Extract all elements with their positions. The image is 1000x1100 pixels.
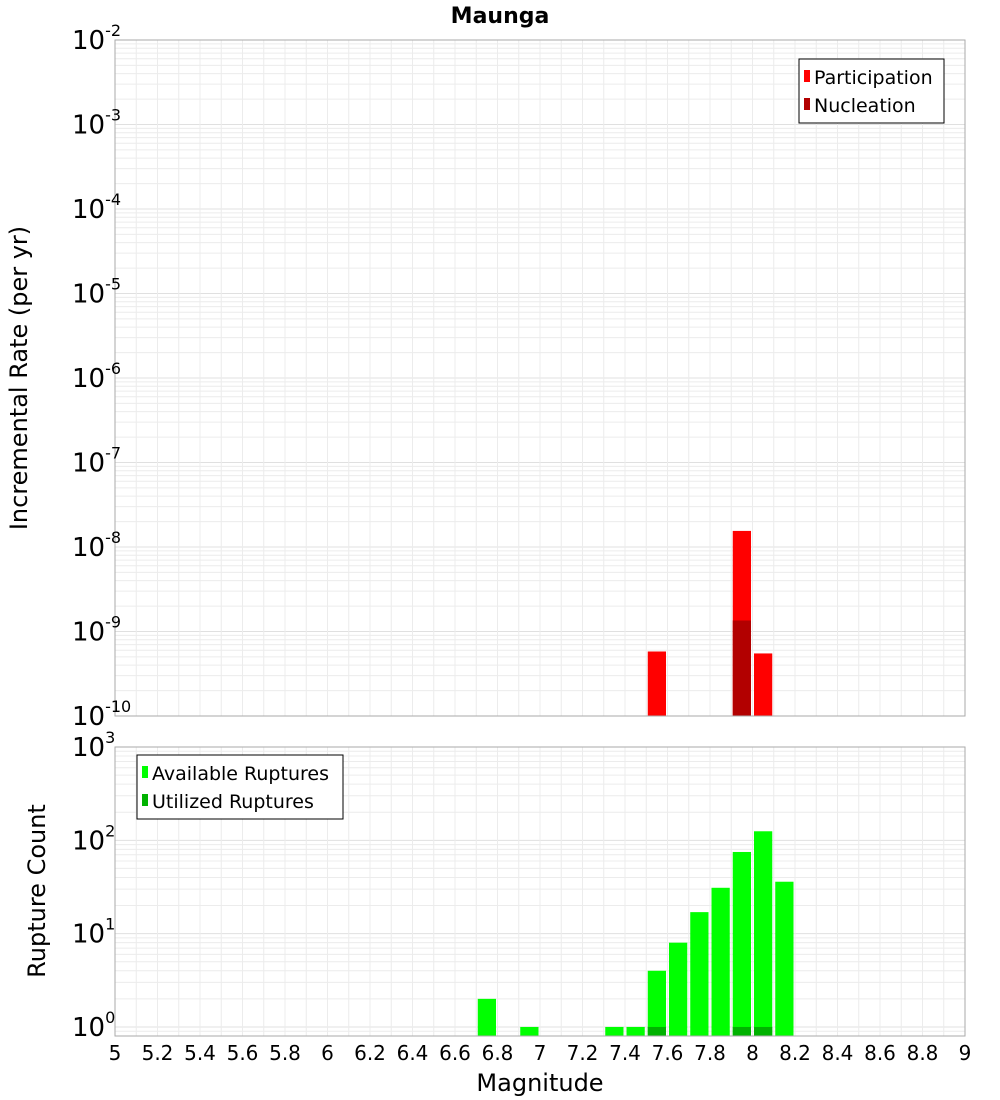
- x-tick-label: 9: [959, 1041, 972, 1065]
- top-y-tick-label: 10-10: [72, 697, 131, 732]
- bottom-available-ruptures-bar: [669, 942, 688, 1036]
- bottom-available-ruptures-bar: [754, 831, 773, 1036]
- x-tick-label: 8.6: [864, 1041, 896, 1065]
- bottom-utilized-ruptures-bar: [754, 1026, 773, 1036]
- top-legend-swatch: [804, 98, 810, 110]
- bottom-y-tick-label: 103: [72, 728, 115, 763]
- top-legend-swatch: [804, 70, 810, 82]
- x-tick-label: 7.2: [567, 1041, 599, 1065]
- bottom-y-tick-exponent: 0: [105, 1008, 115, 1027]
- top-legend: Participation Nucleation: [798, 58, 945, 124]
- top-y-tick-label: 10-8: [72, 528, 121, 563]
- top-plot-grid: [114, 40, 966, 717]
- top-y-tick-exponent: -5: [105, 275, 121, 294]
- top-y-tick-exponent: -8: [105, 528, 121, 547]
- bottom-y-axis-label: Rupture Count: [23, 804, 51, 978]
- top-y-tick-labels: 10-2 10-3 10-4 10-5 10-6 10-7 10-8 10-9 10-10: [72, 21, 131, 732]
- top-plot-bars: [647, 530, 773, 716]
- bottom-legend: Available Ruptures Utilized Ruptures: [136, 754, 344, 820]
- x-tick-label: 7.6: [652, 1041, 684, 1065]
- top-y-tick-label: 10-7: [72, 444, 121, 479]
- top-legend-label: Participation: [814, 67, 933, 89]
- bottom-y-tick-label: 100: [72, 1008, 115, 1043]
- bottom-y-tick-exponent: 1: [105, 915, 115, 934]
- top-y-tick-exponent: -10: [105, 697, 131, 716]
- x-tick-label: 6.6: [439, 1041, 471, 1065]
- bottom-legend-swatch: [142, 766, 148, 778]
- x-tick-label: 5.6: [227, 1041, 259, 1065]
- top-participation-bar: [754, 653, 773, 716]
- top-plot-frame: [114, 39, 966, 717]
- top-nucleation-bar: [732, 620, 751, 716]
- top-y-tick-label: 10-4: [72, 190, 121, 225]
- bottom-legend-label: Available Ruptures: [152, 763, 329, 785]
- bottom-utilized-ruptures-bar: [647, 1026, 666, 1036]
- top-y-tick-label: 10-2: [72, 21, 121, 56]
- x-tick-label: 7.8: [694, 1041, 726, 1065]
- top-y-tick-exponent: -9: [105, 613, 121, 632]
- bottom-available-ruptures-bar: [626, 1026, 645, 1036]
- x-tick-label: 5.4: [184, 1041, 216, 1065]
- x-tick-label: 5.8: [269, 1041, 301, 1065]
- x-tick-label: 5: [109, 1041, 122, 1065]
- bottom-y-tick-label: 102: [72, 821, 115, 856]
- bottom-available-ruptures-bar: [711, 887, 730, 1036]
- bottom-y-tick-exponent: 2: [105, 821, 115, 840]
- x-tick-label: 8.8: [907, 1041, 939, 1065]
- bottom-available-ruptures-bar: [690, 912, 709, 1036]
- bottom-available-ruptures-bar: [732, 851, 751, 1036]
- x-tick-label: 5.2: [142, 1041, 174, 1065]
- top-y-tick-exponent: -4: [105, 190, 121, 209]
- top-y-tick-label: 10-3: [72, 106, 121, 141]
- top-y-tick-label: 10-9: [72, 613, 121, 648]
- x-tick-label: 6.2: [354, 1041, 386, 1065]
- top-y-tick-label: 10-5: [72, 275, 121, 310]
- x-tick-label: 7: [534, 1041, 547, 1065]
- chart-title: Maunga: [451, 4, 550, 29]
- top-y-tick-label: 10-6: [72, 359, 121, 394]
- bottom-available-ruptures-bar: [647, 970, 666, 1036]
- bottom-available-ruptures-bar: [605, 1026, 624, 1036]
- top-legend-label: Nucleation: [814, 95, 916, 117]
- bottom-available-ruptures-bar: [520, 1026, 539, 1036]
- bottom-legend-box: [136, 754, 344, 820]
- top-y-axis-label: Incremental Rate (per yr): [5, 226, 33, 530]
- top-y-tick-exponent: -6: [105, 359, 121, 378]
- bottom-available-ruptures-bar: [775, 881, 794, 1036]
- bottom-legend-label: Utilized Ruptures: [152, 791, 314, 813]
- x-tick-label: 6.8: [482, 1041, 514, 1065]
- x-tick-label: 7.4: [609, 1041, 641, 1065]
- bottom-utilized-ruptures-bar: [732, 1026, 751, 1036]
- bottom-y-tick-label: 101: [72, 915, 115, 950]
- x-tick-labels: 5 5.2 5.4 5.6 5.8 6 6.2 6.4 6.6 6.8 7 7.2 7.4 7.6 7.8 8…: [109, 1041, 972, 1065]
- x-axis-label: Magnitude: [476, 1069, 603, 1097]
- top-y-tick-exponent: -3: [105, 106, 121, 125]
- bottom-legend-swatch: [142, 794, 148, 806]
- x-tick-label: 8: [746, 1041, 759, 1065]
- x-tick-label: 8.2: [779, 1041, 811, 1065]
- bottom-plot-frame: [114, 746, 966, 1037]
- top-y-tick-exponent: -2: [105, 21, 121, 40]
- top-y-tick-exponent: -7: [105, 444, 121, 463]
- bottom-available-ruptures-bar: [477, 998, 496, 1036]
- bottom-plot-bars: [477, 831, 794, 1036]
- bottom-y-tick-exponent: 3: [105, 728, 115, 747]
- x-tick-label: 6: [321, 1041, 334, 1065]
- top-participation-bar: [647, 651, 666, 716]
- x-tick-label: 6.4: [397, 1041, 429, 1065]
- top-legend-box: [798, 58, 945, 124]
- x-tick-label: 8.4: [822, 1041, 854, 1065]
